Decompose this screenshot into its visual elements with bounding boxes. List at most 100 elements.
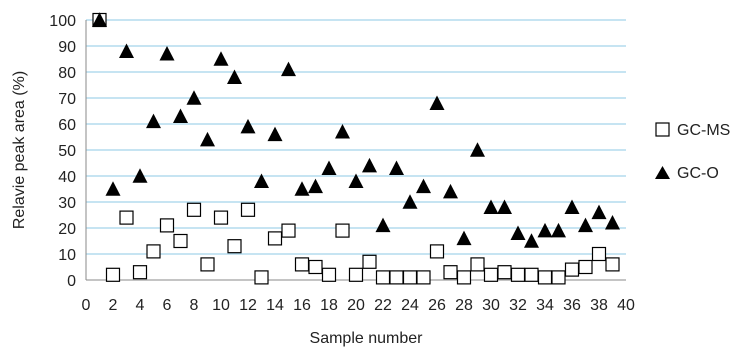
gc-o-point-22 — [375, 217, 391, 233]
gc-ms-point-15 — [281, 223, 296, 238]
legend-marker-gc-ms — [655, 122, 670, 137]
gc-ms-point-36 — [564, 262, 580, 277]
gc-o-point-3 — [119, 43, 134, 58]
gc-o-point-21 — [362, 157, 377, 173]
x-tick-label-6: 6 — [163, 297, 172, 314]
y-tick-label-0: 0 — [67, 273, 76, 290]
x-tick-label-14: 14 — [266, 297, 284, 314]
gc-o-point-32 — [510, 225, 526, 240]
gc-o-point-35 — [551, 222, 566, 238]
gc-o-point-20 — [348, 173, 364, 188]
gc-ms-point-18 — [321, 267, 337, 282]
y-tick-label-20: 20 — [58, 221, 76, 238]
gc-o-point-18 — [321, 160, 337, 175]
gc-ms-point-20 — [348, 267, 364, 282]
y-tick-label-30: 30 — [58, 195, 76, 212]
gc-ms-point-3 — [119, 210, 134, 225]
x-tick-label-36: 36 — [563, 297, 581, 314]
gc-o-point-29 — [470, 142, 485, 157]
gc-ms-point-29 — [470, 257, 485, 272]
x-tick-label-18: 18 — [320, 297, 338, 314]
y-tick-label-50: 50 — [58, 143, 76, 160]
y-tick-label-90: 90 — [58, 39, 76, 56]
legend-label-gc-o: GC-O — [677, 165, 719, 182]
gc-o-point-2 — [105, 181, 121, 196]
gc-o-point-31 — [497, 199, 512, 214]
gc-ms-point-11 — [227, 239, 242, 254]
gc-ms-point-37 — [578, 259, 593, 275]
gc-o-point-19 — [335, 124, 350, 139]
gc-o-point-12 — [240, 118, 256, 134]
y-tick-label-100: 100 — [49, 13, 76, 30]
x-tick-labels: 0 2 4 6 8 10 12 14 16 18 20 22 24 26 28 30 32 34 36 38 40 — [82, 297, 635, 314]
gc-ms-point-16 — [294, 257, 310, 272]
gc-o-point-24 — [402, 194, 418, 209]
gc-ms-point-14 — [267, 231, 283, 246]
gridlines — [86, 19, 626, 255]
gc-ms-point-22 — [375, 270, 391, 285]
gc-o-point-34 — [537, 222, 553, 238]
x-tick-label-38: 38 — [590, 297, 608, 314]
legend-label-gc-ms: GC-MS — [677, 122, 730, 139]
x-tick-label-32: 32 — [509, 297, 527, 314]
gc-ms-point-7 — [173, 233, 188, 249]
data-points — [92, 12, 620, 285]
gc-o-point-17 — [308, 178, 323, 194]
gc-ms-point-27 — [443, 265, 458, 280]
gc-o-point-7 — [173, 108, 188, 123]
gc-o-point-8 — [186, 90, 202, 105]
x-tick-label-34: 34 — [536, 297, 554, 314]
gc-o-point-10 — [213, 51, 229, 66]
gc-ms-point-10 — [213, 210, 229, 225]
y-tick-labels: 0 10 20 30 40 50 60 70 80 90 100 — [49, 13, 76, 290]
gc-o-point-9 — [200, 131, 215, 147]
gc-o-point-37 — [578, 217, 593, 233]
gc-ms-point-5 — [146, 244, 161, 259]
gc-ms-point-35 — [551, 270, 566, 285]
gc-ms-point-17 — [308, 259, 323, 275]
x-tick-label-30: 30 — [482, 297, 500, 314]
x-tick-label-10: 10 — [212, 297, 230, 314]
gc-ms-point-26 — [429, 244, 445, 259]
x-tick-label-12: 12 — [239, 297, 257, 314]
gc-ms-point-8 — [186, 202, 202, 217]
gc-ms-point-12 — [240, 202, 256, 217]
x-tick-label-28: 28 — [455, 297, 473, 314]
y-tick-label-70: 70 — [58, 91, 76, 108]
legend: GC-MS GC-O — [655, 122, 730, 182]
gc-ms-point-9 — [200, 257, 215, 272]
gc-o-point-26 — [429, 95, 445, 110]
gc-ms-point-24 — [402, 270, 418, 285]
gc-ms-point-2 — [105, 267, 121, 282]
y-axis-title: Relavie peak area (%) — [11, 71, 28, 229]
y-tick-label-60: 60 — [58, 117, 76, 134]
gc-ms-point-6 — [159, 218, 175, 233]
gc-ms-point-28 — [456, 270, 472, 285]
gc-o-point-25 — [416, 178, 431, 194]
x-tick-label-26: 26 — [428, 297, 446, 314]
gc-ms-point-4 — [132, 265, 148, 280]
y-tick-label-40: 40 — [58, 169, 76, 186]
gc-o-point-39 — [605, 215, 620, 230]
gc-o-point-16 — [294, 181, 310, 196]
gc-ms-point-25 — [416, 270, 431, 285]
x-tick-label-22: 22 — [374, 297, 392, 314]
y-tick-label-10: 10 — [58, 247, 76, 264]
gc-ms-point-38 — [591, 246, 607, 262]
gc-ms-point-32 — [510, 267, 526, 282]
legend-marker-gc-o — [655, 166, 670, 179]
gc-ms-point-13 — [254, 270, 269, 285]
gc-ms-point-23 — [389, 270, 404, 285]
gc-o-point-28 — [456, 230, 472, 246]
gc-o-point-27 — [443, 183, 458, 199]
x-tick-label-2: 2 — [109, 297, 118, 314]
gc-o-point-15 — [281, 61, 296, 77]
x-tick-label-40: 40 — [617, 297, 635, 314]
gc-o-point-33 — [524, 233, 539, 248]
gc-o-point-36 — [564, 199, 580, 214]
gc-ms-point-21 — [362, 254, 377, 269]
x-tick-label-0: 0 — [82, 297, 91, 314]
gc-o-point-30 — [483, 199, 499, 214]
gc-o-point-14 — [267, 126, 283, 142]
x-axis-title: Sample number — [310, 330, 424, 347]
